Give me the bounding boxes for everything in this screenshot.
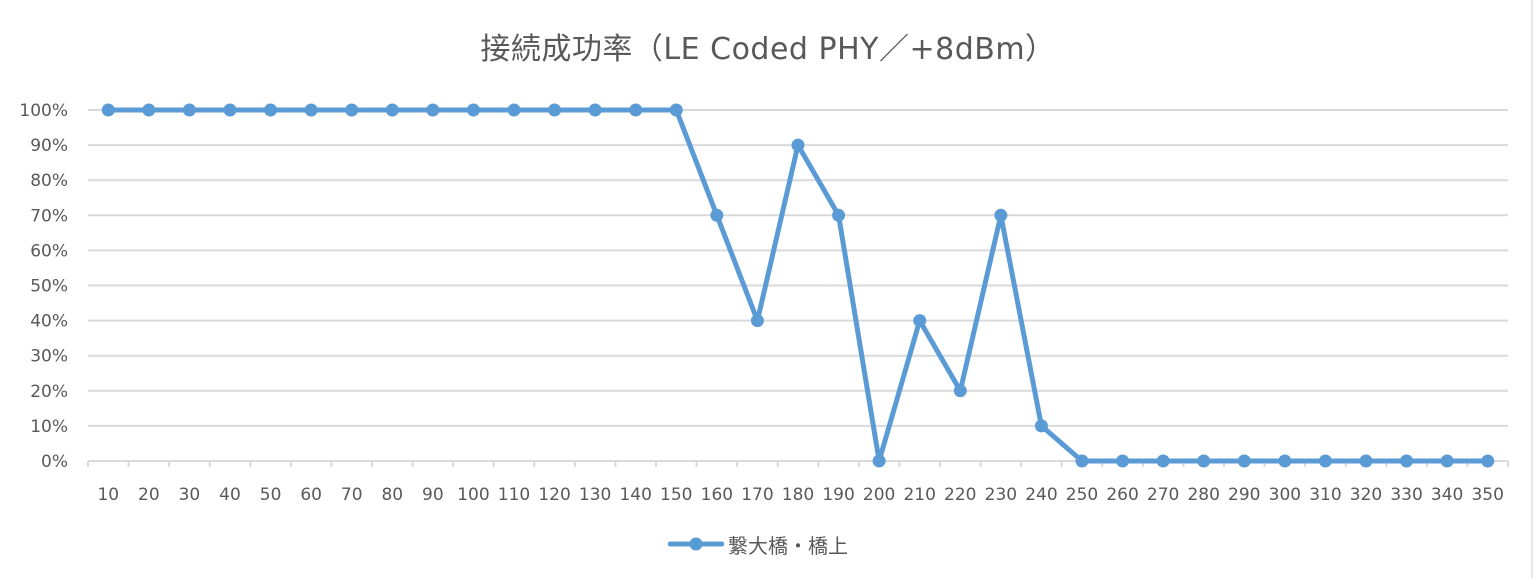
y-tick-label: 50%: [30, 277, 68, 297]
data-point-marker: [1481, 454, 1495, 468]
x-tick-label: 200: [863, 485, 895, 505]
x-tick-label: 60: [300, 485, 322, 505]
legend: 繋大橋・橋上: [668, 530, 848, 558]
x-tick-label: 230: [985, 485, 1017, 505]
y-tick-label: 40%: [30, 312, 68, 332]
x-tick-label: 160: [701, 485, 733, 505]
data-point-marker: [669, 103, 683, 117]
data-point-marker: [629, 103, 643, 117]
data-point-marker: [1400, 454, 1414, 468]
y-tick-label: 20%: [30, 382, 68, 402]
data-point-marker: [1075, 454, 1089, 468]
data-point-marker: [913, 314, 927, 328]
y-tick-label: 70%: [30, 206, 68, 226]
data-point-marker: [1197, 454, 1211, 468]
data-point-marker: [1034, 419, 1048, 433]
x-tick-label: 40: [219, 485, 241, 505]
data-point-marker: [507, 103, 521, 117]
legend-series-label: 繋大橋・橋上: [728, 533, 848, 558]
x-tick-label: 150: [660, 485, 692, 505]
data-point-marker: [750, 314, 764, 328]
x-tick-label: 120: [538, 485, 570, 505]
y-tick-label: 0%: [41, 452, 68, 472]
legend-line-marker-icon: [668, 537, 724, 551]
y-tick-label: 100%: [19, 101, 68, 121]
data-point-marker: [426, 103, 440, 117]
x-tick-label: 270: [1147, 485, 1179, 505]
data-point-marker: [466, 103, 480, 117]
data-point-marker: [832, 208, 846, 222]
x-tick-label: 80: [381, 485, 403, 505]
x-tick-label: 330: [1390, 485, 1422, 505]
data-point-marker: [1156, 454, 1170, 468]
data-point-marker: [142, 103, 156, 117]
x-tick-label: 340: [1431, 485, 1463, 505]
x-tick-label: 310: [1309, 485, 1341, 505]
data-point-marker: [345, 103, 359, 117]
y-tick-label: 30%: [30, 347, 68, 367]
x-tick-label: 30: [179, 485, 201, 505]
data-point-marker: [872, 454, 886, 468]
y-tick-label: 90%: [30, 136, 68, 156]
y-tick-label: 80%: [30, 171, 68, 191]
x-tick-label: 320: [1350, 485, 1382, 505]
data-point-marker: [588, 103, 602, 117]
x-tick-label: 350: [1471, 485, 1503, 505]
data-point-marker: [385, 103, 399, 117]
data-point-marker: [264, 103, 278, 117]
data-point-marker: [710, 208, 724, 222]
x-tick-label: 20: [138, 485, 160, 505]
data-point-marker: [101, 103, 115, 117]
x-tick-label: 260: [1106, 485, 1138, 505]
x-tick-label: 170: [741, 485, 773, 505]
x-tick-label: 280: [1187, 485, 1219, 505]
data-point-marker: [548, 103, 562, 117]
x-tick-label: 290: [1228, 485, 1260, 505]
x-tick-label: 140: [619, 485, 651, 505]
y-tick-label: 60%: [30, 241, 68, 261]
x-tick-label: 300: [1269, 485, 1301, 505]
y-tick-label: 10%: [30, 417, 68, 437]
data-point-marker: [1116, 454, 1130, 468]
x-tick-label: 110: [498, 485, 530, 505]
data-point-marker: [1278, 454, 1292, 468]
x-tick-label: 70: [341, 485, 363, 505]
x-tick-label: 10: [97, 485, 119, 505]
x-tick-label: 250: [1066, 485, 1098, 505]
data-point-marker: [953, 384, 967, 398]
x-tick-label: 50: [260, 485, 282, 505]
data-point-marker: [994, 208, 1008, 222]
x-tick-label: 100: [457, 485, 489, 505]
data-point-marker: [182, 103, 196, 117]
data-point-marker: [791, 138, 805, 152]
chart-title: 接続成功率（LE Coded PHY／+8dBm）: [480, 32, 1056, 67]
x-tick-label: 130: [579, 485, 611, 505]
data-point-marker: [223, 103, 237, 117]
x-tick-label: 220: [944, 485, 976, 505]
data-point-marker: [1440, 454, 1454, 468]
data-point-marker: [304, 103, 318, 117]
data-point-marker: [1237, 454, 1251, 468]
data-point-marker: [1359, 454, 1373, 468]
data-point-marker: [1318, 454, 1332, 468]
x-tick-label: 90: [422, 485, 444, 505]
x-tick-label: 210: [903, 485, 935, 505]
x-tick-label: 190: [822, 485, 854, 505]
x-tick-label: 180: [782, 485, 814, 505]
x-tick-label: 240: [1025, 485, 1057, 505]
